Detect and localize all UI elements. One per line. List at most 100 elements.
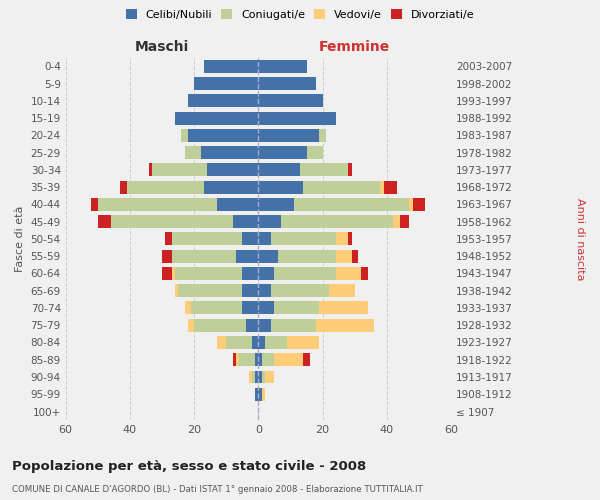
Bar	[162, 250, 172, 262]
Bar	[271, 318, 316, 332]
Bar	[274, 354, 304, 366]
Bar	[217, 198, 259, 211]
Bar	[394, 215, 400, 228]
Bar	[204, 60, 259, 73]
Bar	[259, 112, 335, 124]
Text: Maschi: Maschi	[135, 40, 189, 54]
Bar	[120, 180, 127, 194]
Bar	[259, 284, 271, 297]
Bar	[259, 370, 262, 384]
Text: COMUNE DI CANALE D'AGORDO (BL) - Dati ISTAT 1° gennaio 2008 - Elaborazione TUTTI: COMUNE DI CANALE D'AGORDO (BL) - Dati IS…	[12, 485, 423, 494]
Bar	[226, 336, 252, 349]
Bar	[319, 302, 368, 314]
Bar	[259, 198, 294, 211]
Bar	[188, 94, 259, 108]
Bar	[188, 318, 194, 332]
Bar	[252, 370, 255, 384]
Bar	[316, 318, 374, 332]
Bar	[304, 180, 380, 194]
Bar	[271, 232, 335, 245]
Bar	[349, 164, 352, 176]
Bar	[349, 232, 352, 245]
Bar	[255, 354, 259, 366]
Bar	[259, 354, 262, 366]
Bar	[185, 302, 191, 314]
Bar	[207, 164, 259, 176]
Bar	[98, 215, 110, 228]
Bar	[172, 232, 242, 245]
Bar	[200, 146, 259, 159]
Bar	[127, 180, 204, 194]
Bar	[265, 370, 274, 384]
Bar	[233, 215, 259, 228]
Bar	[361, 267, 368, 280]
Bar	[259, 180, 304, 194]
Bar	[413, 198, 425, 211]
Bar	[259, 94, 323, 108]
Bar	[242, 302, 259, 314]
Y-axis label: Anni di nascita: Anni di nascita	[575, 198, 585, 280]
Bar	[262, 388, 265, 400]
Bar	[259, 215, 281, 228]
Bar	[259, 77, 316, 90]
Bar	[245, 318, 259, 332]
Bar	[175, 267, 242, 280]
Bar	[236, 354, 239, 366]
Bar	[278, 250, 335, 262]
Bar	[185, 146, 200, 159]
Bar	[262, 370, 265, 384]
Bar	[259, 146, 307, 159]
Bar	[98, 198, 217, 211]
Bar	[265, 336, 287, 349]
Bar	[259, 388, 262, 400]
Bar	[259, 60, 307, 73]
Bar	[274, 302, 319, 314]
Bar	[217, 336, 226, 349]
Bar	[335, 232, 349, 245]
Bar	[384, 180, 397, 194]
Bar	[194, 318, 245, 332]
Bar	[191, 302, 242, 314]
Bar	[172, 267, 175, 280]
Bar	[259, 302, 274, 314]
Bar	[236, 250, 259, 262]
Bar	[249, 370, 252, 384]
Bar	[259, 250, 278, 262]
Bar	[255, 388, 259, 400]
Bar	[255, 370, 259, 384]
Bar	[307, 146, 323, 159]
Bar	[175, 112, 259, 124]
Bar	[335, 250, 352, 262]
Bar	[181, 129, 188, 142]
Bar	[91, 198, 98, 211]
Legend: Celibi/Nubili, Coniugati/e, Vedovi/e, Divorziati/e: Celibi/Nubili, Coniugati/e, Vedovi/e, Di…	[122, 6, 478, 23]
Bar	[239, 354, 255, 366]
Bar	[271, 284, 329, 297]
Bar	[242, 232, 259, 245]
Bar	[319, 129, 326, 142]
Bar	[281, 215, 394, 228]
Bar	[188, 129, 259, 142]
Bar	[259, 129, 319, 142]
Bar	[194, 77, 259, 90]
Bar	[259, 336, 265, 349]
Bar	[252, 336, 259, 349]
Bar	[409, 198, 413, 211]
Bar	[300, 164, 349, 176]
Bar	[242, 284, 259, 297]
Bar	[175, 284, 178, 297]
Bar	[304, 354, 310, 366]
Text: Femmine: Femmine	[319, 40, 391, 54]
Bar	[152, 164, 207, 176]
Bar	[165, 232, 172, 245]
Bar	[178, 284, 242, 297]
Bar	[274, 267, 335, 280]
Bar	[242, 267, 259, 280]
Bar	[110, 215, 233, 228]
Bar	[287, 336, 319, 349]
Bar	[259, 164, 300, 176]
Bar	[380, 180, 384, 194]
Bar	[262, 354, 274, 366]
Bar	[162, 267, 172, 280]
Bar	[329, 284, 355, 297]
